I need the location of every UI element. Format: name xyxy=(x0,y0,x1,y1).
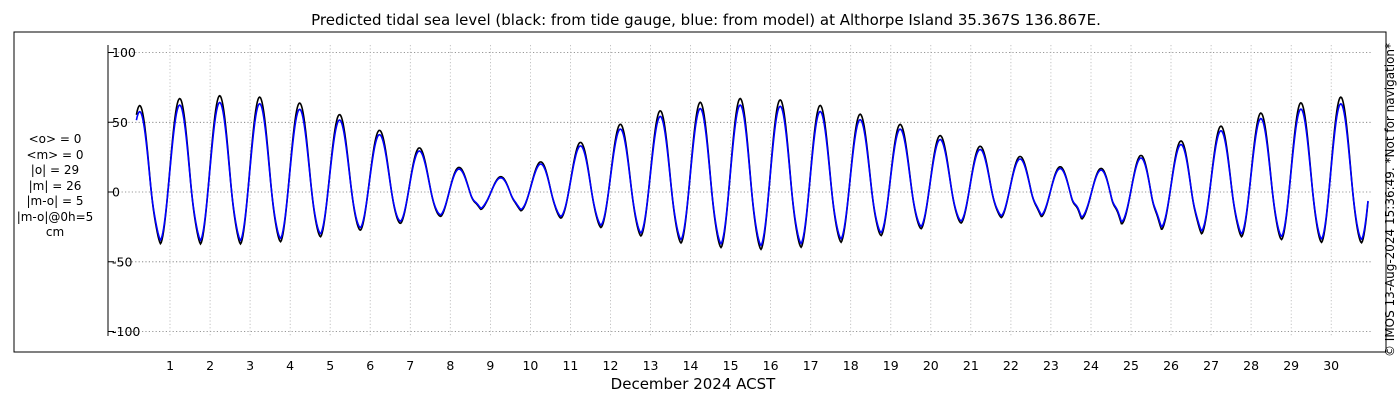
x-tick-label: 30 xyxy=(1323,358,1339,373)
x-tick-label: 6 xyxy=(366,358,374,373)
x-tick-label: 13 xyxy=(643,358,659,373)
y-tick-label: 50 xyxy=(112,115,128,130)
x-axis-label: December 2024 ACST xyxy=(611,375,776,393)
x-tick-label: 24 xyxy=(1083,358,1099,373)
x-tick-label: 20 xyxy=(923,358,939,373)
stat-line: <o> = 0 xyxy=(28,132,82,146)
x-tick-label: 17 xyxy=(803,358,819,373)
x-tick-label: 14 xyxy=(683,358,699,373)
x-tick-label: 29 xyxy=(1283,358,1299,373)
series-line-tide-gauge xyxy=(135,94,1369,251)
x-tick-label: 9 xyxy=(486,358,494,373)
stats-panel: <o> = 0 <m> = 0 |o| = 29 |m| = 26 |m-o| = 5 |… xyxy=(14,132,96,241)
x-tick-label: 18 xyxy=(843,358,859,373)
x-tick-label: 2 xyxy=(206,358,214,373)
x-tick-labels: 1 2 3 4 5 6 7 8 9 10 11 12 13 14 15 16 17 18 19 20 21 22 23 24 2… xyxy=(166,358,1339,373)
y-tick-label: -50 xyxy=(112,254,132,269)
y-tick-label: -100 xyxy=(112,324,140,339)
stat-line: |m| = 26 xyxy=(28,178,82,193)
grid xyxy=(108,45,1372,336)
stat-line: |m-o|@0h=5 xyxy=(16,209,94,224)
x-tick-label: 28 xyxy=(1243,358,1259,373)
x-tick-label: 16 xyxy=(763,358,779,373)
chart-title: Predicted tidal sea level (black: from t… xyxy=(311,11,1101,29)
stat-line: |m-o| = 5 xyxy=(26,194,84,208)
x-tick-label: 21 xyxy=(963,358,979,373)
x-tick-label: 3 xyxy=(246,358,254,373)
outer-frame xyxy=(13,31,1387,353)
series-line-model xyxy=(135,101,1369,247)
x-tick-label: 12 xyxy=(603,358,619,373)
x-tick-label: 22 xyxy=(1003,358,1019,373)
x-tick-label: 8 xyxy=(446,358,454,373)
x-tick-label: 26 xyxy=(1163,358,1179,373)
stat-line: <m> = 0 xyxy=(26,147,84,162)
x-tick-label: 5 xyxy=(326,358,334,373)
y-tick-label: 100 xyxy=(112,45,136,60)
x-tick-label: 23 xyxy=(1043,358,1059,373)
y-tick-labels: -100 -50 0 50 100 xyxy=(108,45,140,339)
x-tick-label: 7 xyxy=(406,358,414,373)
x-tick-label: 27 xyxy=(1203,358,1219,373)
x-tick-label: 4 xyxy=(286,358,294,373)
x-tick-label: 19 xyxy=(883,358,899,373)
stat-line: cm xyxy=(45,225,65,239)
stat-line: |o| = 29 xyxy=(30,163,80,177)
series-lines xyxy=(135,94,1369,251)
x-tick-label: 1 xyxy=(166,358,174,373)
x-tick-label: 15 xyxy=(723,358,739,373)
x-tick-label: 25 xyxy=(1123,358,1139,373)
y-tick-label: 0 xyxy=(112,185,120,200)
x-tick-label: 11 xyxy=(562,358,578,373)
x-tick-label: 10 xyxy=(522,358,538,373)
copyright-note: © IMOS 13-Aug-2024 15:36:49. *Not for na… xyxy=(1383,42,1397,358)
